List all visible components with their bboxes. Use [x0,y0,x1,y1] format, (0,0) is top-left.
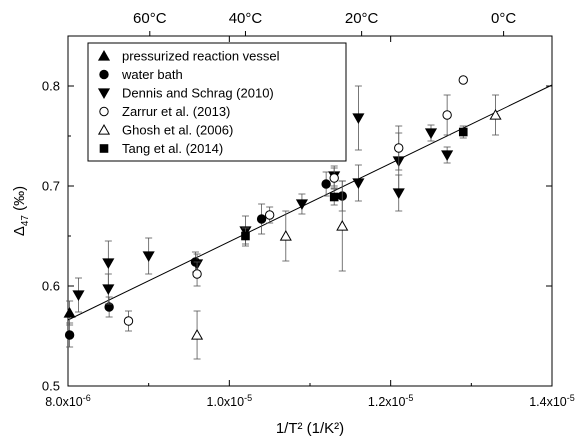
data-point [321,179,331,189]
legend-entry-label: pressurized reaction vessel [122,49,280,64]
data-point [241,231,250,241]
data-point [392,188,405,199]
y-tick-label: 0.8 [42,79,60,94]
data-point [329,173,339,183]
legend-marker [99,144,109,153]
legend-marker [99,69,109,80]
x-tick-label: 1.2x10-5 [368,393,414,409]
y-tick-label: 0.7 [42,179,60,194]
top-axis-label: 40°C [229,10,263,27]
data-point [329,192,339,202]
data-point [424,128,438,139]
regression-line [67,84,553,321]
y-tick-label: 0.5 [42,379,60,394]
data-point [458,75,468,85]
legend-entry-label: water bath [121,67,183,82]
legend-entry-label: Ghosh et al. (2006) [122,123,233,138]
x-tick-label: 1.4x10-5 [529,393,575,409]
data-point [279,230,292,241]
data-point [64,330,75,340]
legend-entry-label: Dennis and Schrag (2010) [122,86,274,101]
data-point [72,290,85,301]
data-point [191,329,204,340]
top-axis-label: 20°C [345,10,379,27]
data-point [142,251,155,262]
top-axis-label: 0°C [491,10,516,27]
data-point [123,316,134,326]
legend: pressurized reaction vessel water bath Den… [87,42,347,162]
data-point [352,178,365,189]
legend-marker [97,124,111,135]
data-point [489,109,502,120]
data-point [336,220,349,231]
x-tick-label: 1.0x10-5 [207,393,253,409]
data-point [442,110,452,120]
data-point [264,210,275,220]
data-point [192,269,202,279]
y-axis-label: Δ47 (‰) [11,186,31,236]
legend-marker [99,106,109,117]
legend-entry-label: Tang et al. (2014) [122,141,223,156]
data-point [102,258,115,269]
legend-marker [97,88,111,99]
legend-marker [97,50,111,61]
data-point [441,150,454,161]
y-tick-label: 0.6 [42,279,60,294]
data-point [458,127,468,137]
legend-box [87,42,347,162]
svg-text:Δ47 (‰): Δ47 (‰) [11,186,31,236]
data-point [63,307,76,318]
data-point [104,302,114,312]
data-point [256,214,267,224]
top-axis-label: 60°C [133,10,167,27]
x-tick-label: 8.0x10-6 [45,393,91,409]
x-axis-label: 1/T² (1/K²) [276,420,344,437]
data-point [295,199,308,210]
data-point [352,113,365,124]
data-point [394,143,404,153]
data-point [102,284,115,295]
legend-entry-label: Zarrur et al. (2013) [122,104,230,119]
